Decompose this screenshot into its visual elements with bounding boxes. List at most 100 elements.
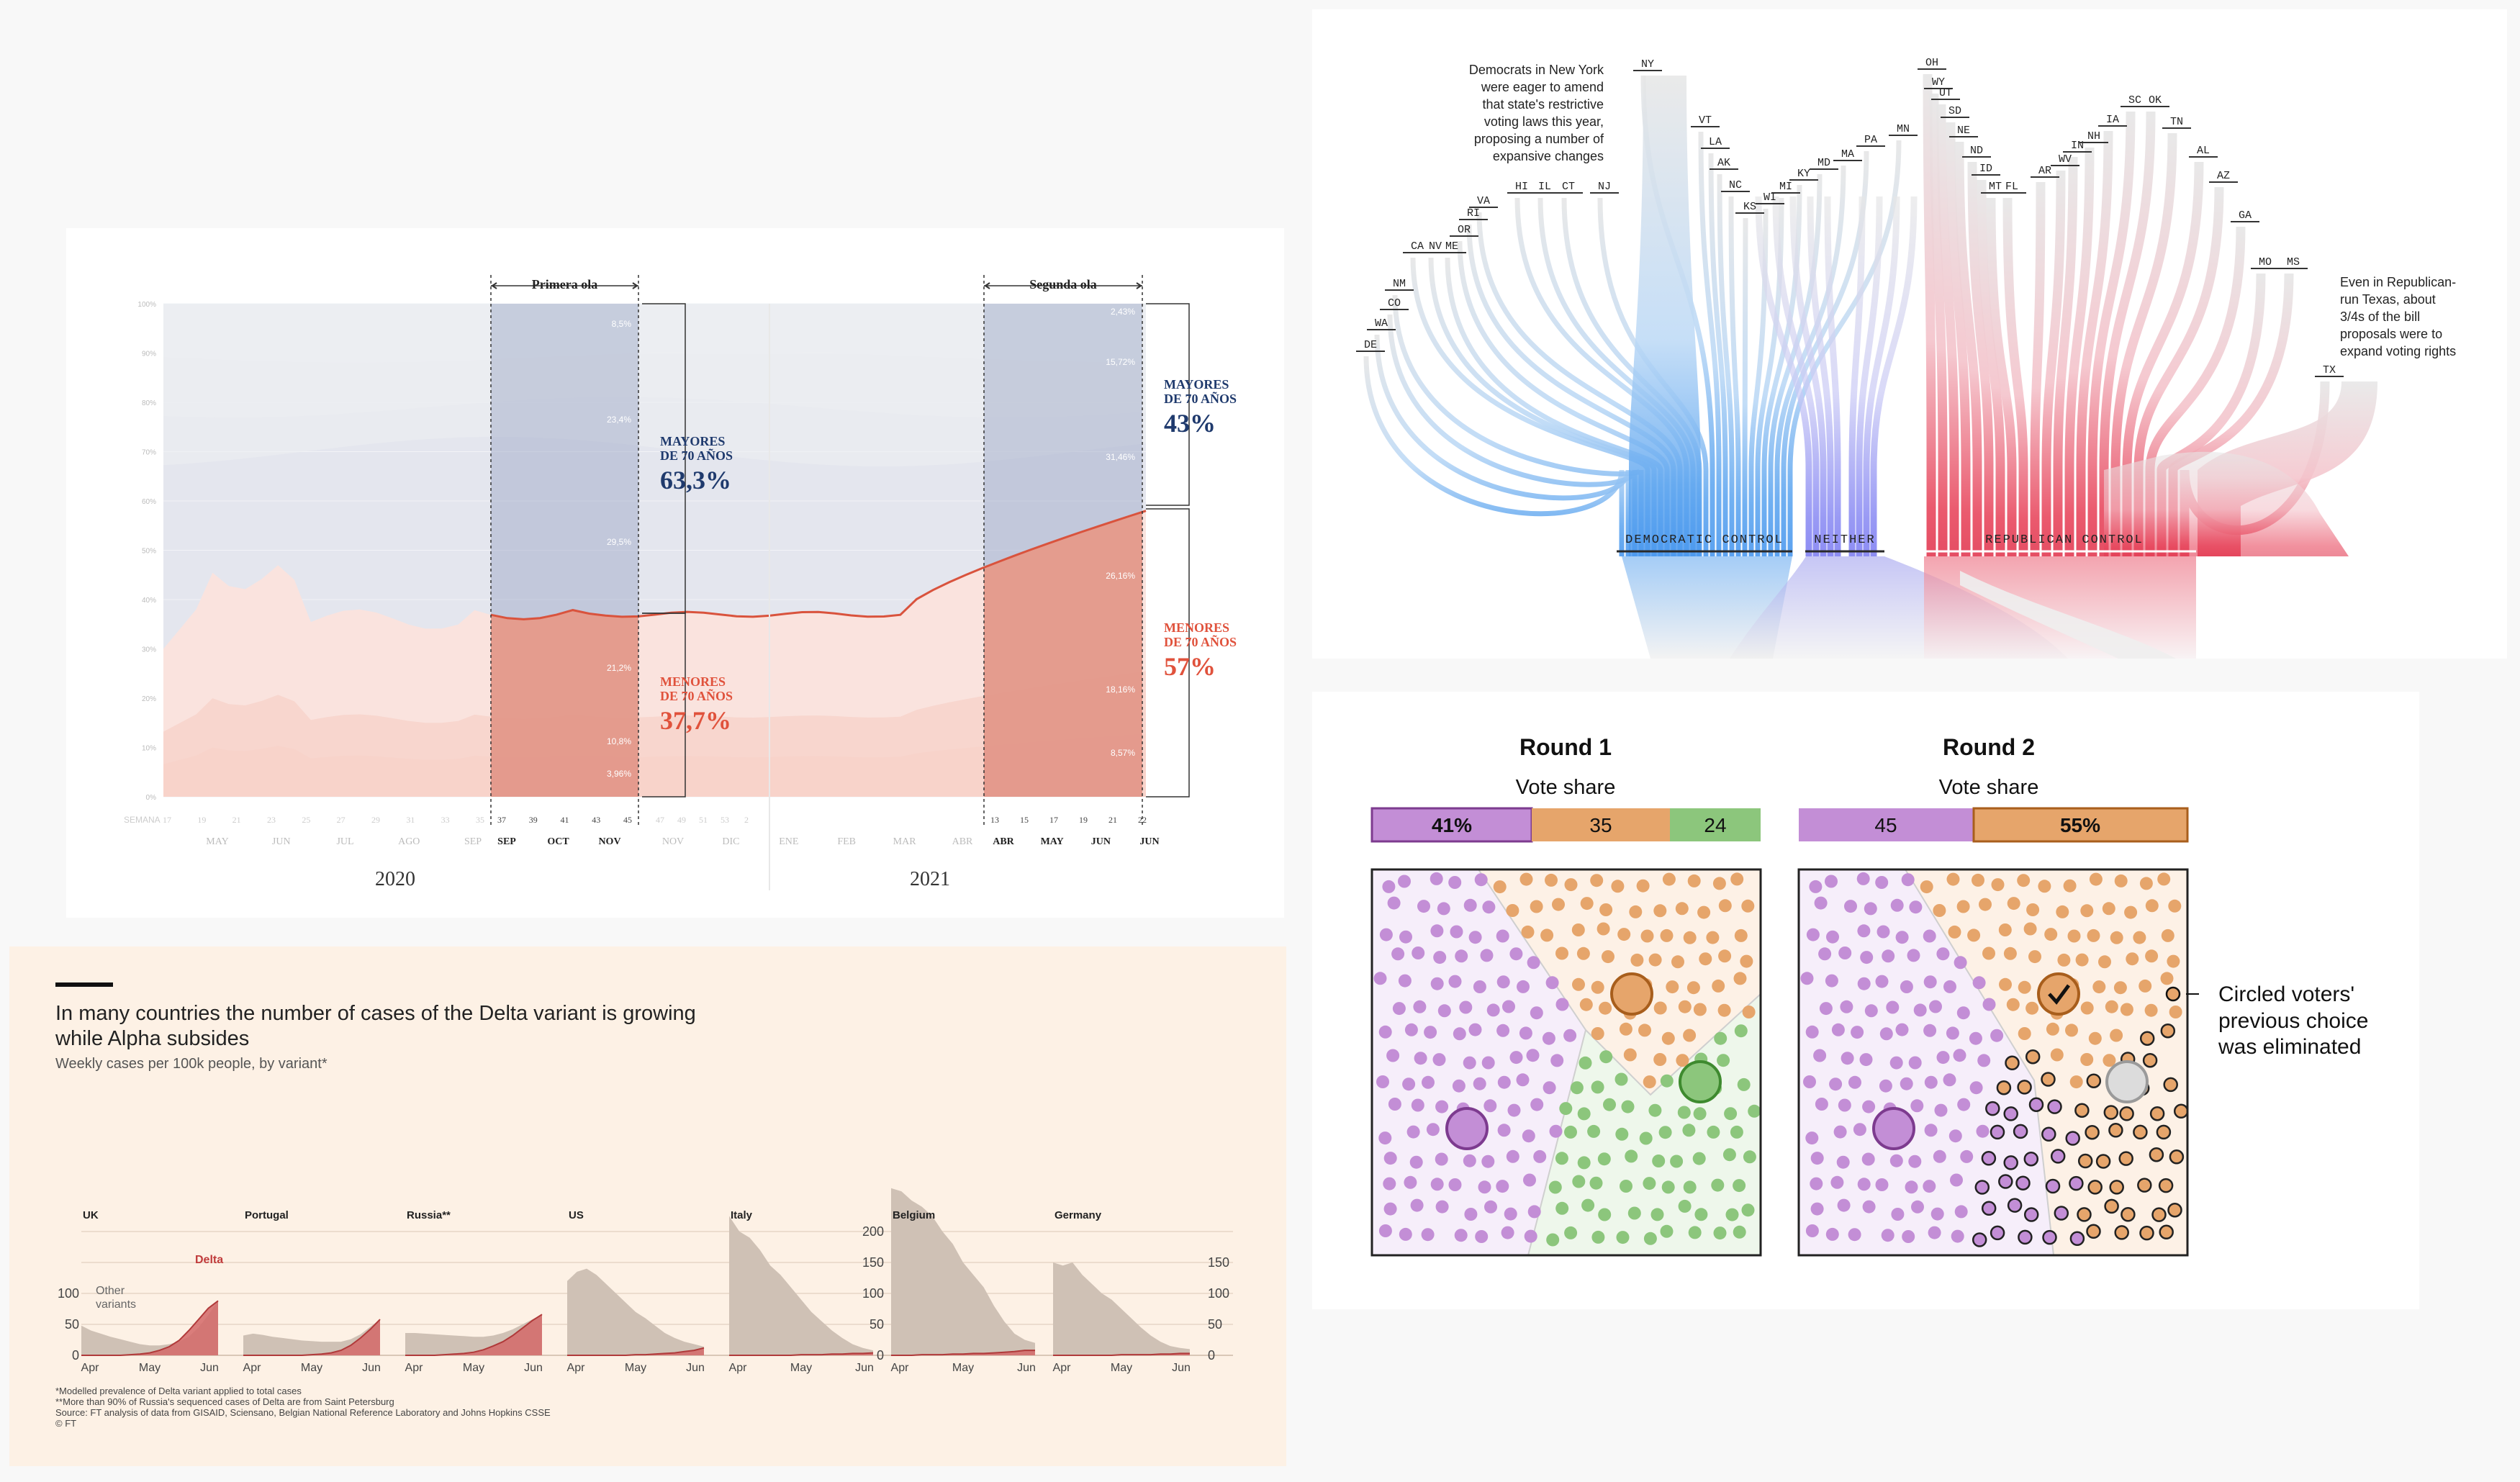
voter-dot	[1891, 1208, 1905, 1221]
wave2-share-label: 18,16%	[1106, 684, 1135, 695]
delta-area	[243, 1319, 380, 1355]
tx-note-line: expand voting rights	[2340, 344, 2456, 358]
voter-dot	[1382, 880, 1396, 893]
voter-dot	[2113, 981, 2127, 995]
state-label-id: ID	[1979, 163, 1992, 175]
voter-dot	[1555, 946, 1568, 960]
voter-dot	[2085, 1124, 2100, 1140]
ft-month-tick: Apr	[891, 1362, 910, 1374]
round2-title: Round 2	[1943, 734, 2035, 760]
voter-dot	[1564, 1125, 1577, 1139]
voter-dot	[1670, 1155, 1684, 1168]
voter-dot	[1660, 928, 1674, 942]
rep-state-flow	[2041, 170, 2066, 556]
voter-dot	[2102, 902, 2115, 916]
voter-dot	[2080, 904, 2094, 918]
month-tick: NOV	[598, 836, 620, 847]
voter-dot	[2038, 880, 2051, 893]
voter-dot	[1402, 1077, 1416, 1091]
voter-dot	[1597, 1152, 1611, 1166]
voter-dot	[1648, 1103, 1662, 1117]
voter-dot	[1591, 1080, 1604, 1094]
week-axis-title: SEMANA	[124, 815, 161, 825]
voter-dot	[2054, 1206, 2069, 1221]
voter-dot	[1982, 946, 1995, 960]
voter-dot	[1990, 1029, 2004, 1042]
voter-dot	[1404, 1023, 1418, 1036]
state-label-me: ME	[1445, 240, 1458, 253]
voter-dot	[2169, 1006, 2182, 1018]
voter-dot	[1826, 930, 1839, 944]
voter-dot	[1454, 1229, 1468, 1242]
voter-dot	[1692, 1152, 1706, 1165]
month-tick: AGO	[398, 836, 420, 847]
voter-dot	[1564, 878, 1578, 892]
voter-dot	[1388, 1098, 1401, 1111]
ft-month-tick: May	[790, 1362, 812, 1374]
voter-dot	[2013, 1124, 2028, 1139]
week-tick: 47	[656, 815, 664, 825]
voter-dot	[1386, 1049, 1400, 1062]
state-label-ga: GA	[2239, 209, 2252, 222]
voter-dot	[1699, 952, 1712, 966]
delta-title-line-1: In many countries the number of cases of…	[55, 1002, 696, 1025]
voter-dot	[2108, 1123, 2123, 1138]
voter-dot	[1559, 1102, 1573, 1116]
voter-dot	[2086, 1073, 2102, 1088]
rep-state-flow	[1986, 197, 2017, 556]
ft-month-tick: Apr	[81, 1362, 100, 1374]
voter-dot	[2056, 905, 2069, 918]
voter-dot	[2139, 1225, 2154, 1241]
voter-dot	[2118, 1151, 2133, 1166]
week-tick: 17	[163, 815, 171, 825]
voter-dot	[1806, 928, 1820, 941]
voter-dot	[1950, 1173, 1963, 1187]
voter-dot	[2161, 928, 2174, 942]
wave1-share-label: 21,2%	[607, 663, 631, 673]
voter-dot	[2017, 874, 2031, 887]
voter-dot	[2137, 1178, 2152, 1193]
voter-dot	[1683, 1029, 1697, 1042]
voter-dot	[1376, 1075, 1389, 1088]
voter-dot	[1688, 1226, 1702, 1239]
delta-line	[243, 1319, 381, 1356]
voter-dot	[1972, 976, 1986, 990]
delta-area	[405, 1314, 542, 1355]
voter-dot	[2075, 953, 2089, 967]
ft-y-tick-mid: 200	[862, 1224, 884, 1239]
voter-dot	[1653, 904, 1667, 918]
voter-dot	[2077, 1207, 2092, 1222]
week-tick: 13	[990, 815, 999, 825]
voter-dot	[2163, 1077, 2178, 1093]
voter-dot	[2065, 1024, 2078, 1037]
ft-month-tick: Apr	[729, 1362, 748, 1374]
voter-dot	[1577, 1107, 1591, 1121]
month-tick: ABR	[993, 836, 1014, 847]
month-tick: SEP	[497, 836, 516, 847]
voter-dot	[1712, 979, 1725, 993]
voter-dot	[1580, 897, 1594, 911]
voter-dot	[2114, 1225, 2129, 1240]
voter-dot	[1707, 1125, 1720, 1139]
voter-dot	[1497, 1075, 1511, 1089]
voter-dot	[1564, 1226, 1578, 1239]
voter-dot	[1886, 1000, 1900, 1014]
state-label-mt: MT	[1989, 181, 2002, 193]
voter-dot	[1475, 1230, 1489, 1243]
voter-dot	[1640, 929, 1654, 943]
voter-dot	[1946, 1026, 1959, 1040]
voter-dot	[1825, 974, 1838, 988]
voter-dot	[1895, 1023, 1909, 1036]
state-label-ky: KY	[1797, 168, 1810, 180]
voter-dot	[1814, 896, 1828, 910]
rep-state-flow	[1946, 122, 1971, 556]
voter-dot	[1864, 902, 1877, 916]
voter-dot	[2067, 929, 2081, 943]
voter-dot	[1474, 873, 1488, 887]
voter-dot	[1519, 1026, 1532, 1040]
voter-dot	[2158, 1178, 2174, 1193]
voter-dot	[1879, 1027, 1893, 1041]
ft-month-tick: Jun	[524, 1362, 543, 1374]
voter-dot	[1653, 1053, 1667, 1066]
voter-dot	[1430, 977, 1444, 990]
